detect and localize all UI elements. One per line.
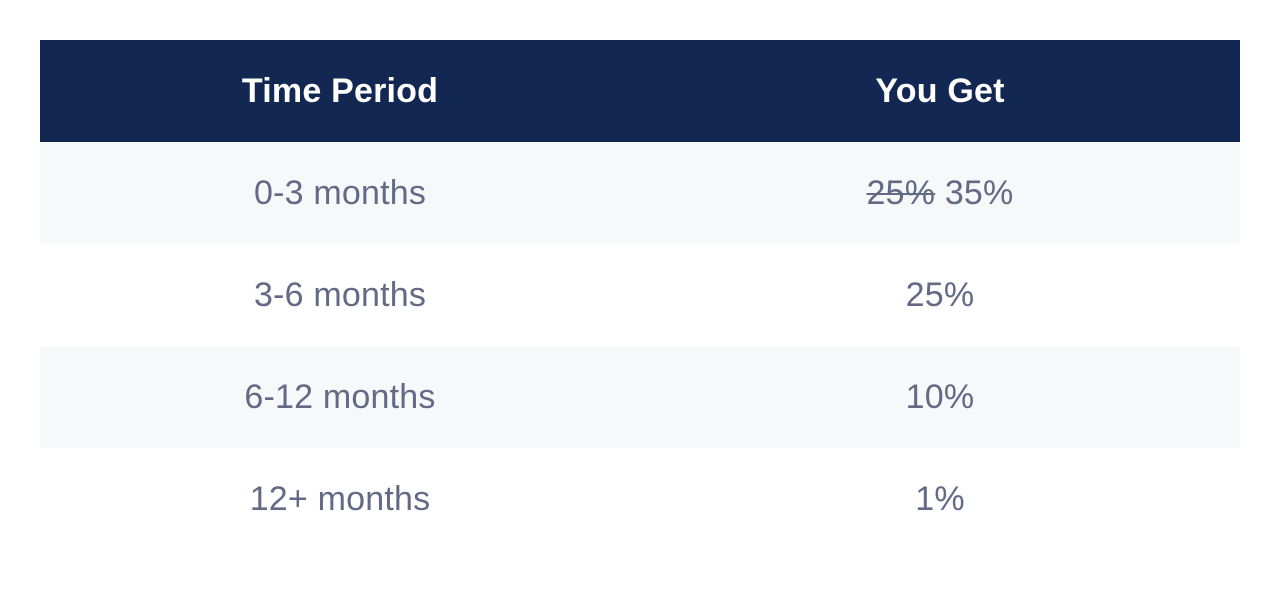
- value-cell: 10%: [905, 377, 975, 416]
- header-you-get: You Get: [875, 71, 1005, 110]
- old-value: 25%: [866, 173, 936, 212]
- period-cell: 6-12 months: [244, 377, 436, 416]
- new-value: 35%: [944, 173, 1014, 212]
- value-cell: 25% 35%: [640, 174, 1240, 213]
- table-row: 12+ months 1%: [40, 448, 1240, 550]
- value-cell: 1%: [915, 479, 965, 518]
- period-cell: 3-6 months: [253, 275, 427, 314]
- value-cell: 25%: [905, 275, 975, 314]
- table-row: 6-12 months 10%: [40, 346, 1240, 448]
- table-row: 3-6 months 25%: [40, 244, 1240, 346]
- period-cell: 12+ months: [249, 479, 431, 518]
- table-header-row: Time Period You Get: [40, 40, 1240, 142]
- table-row: 0-3 months 25% 35%: [40, 142, 1240, 244]
- period-cell: 0-3 months: [253, 173, 427, 212]
- rewards-table: Time Period You Get 0-3 months 25% 35% 3…: [40, 40, 1240, 550]
- header-time-period: Time Period: [241, 71, 439, 110]
